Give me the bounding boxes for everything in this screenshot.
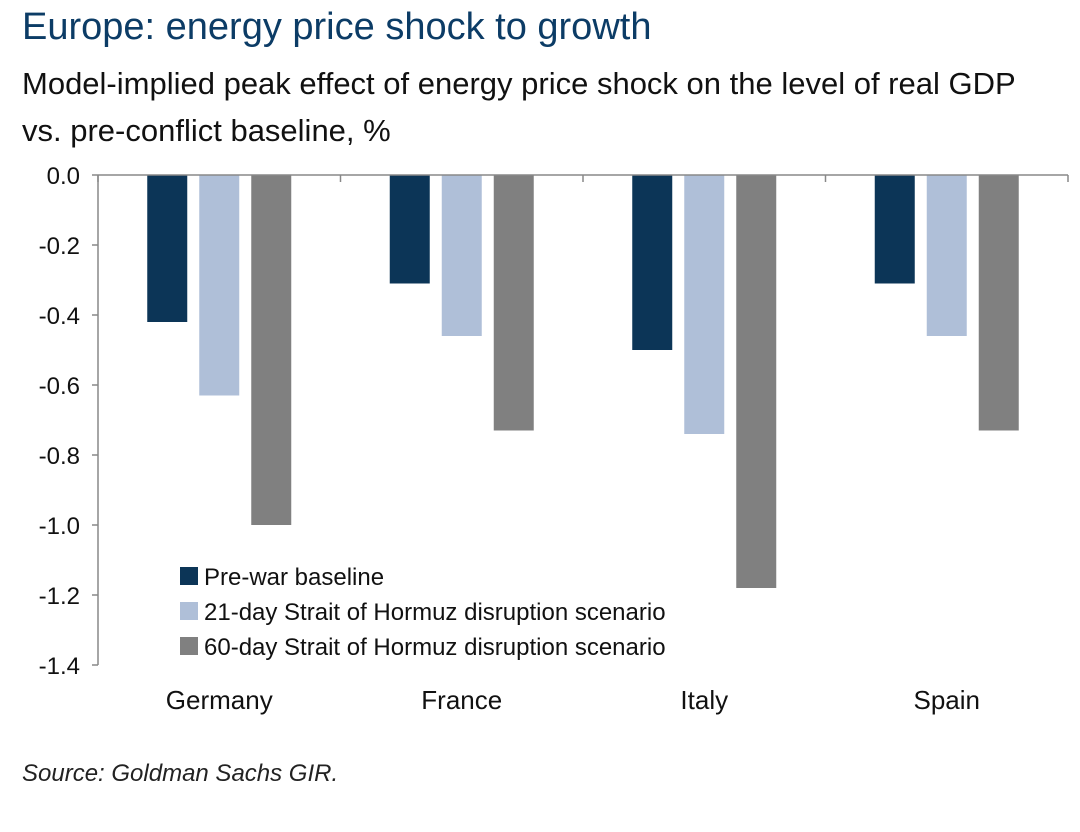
bar-spain-series-2 [926, 175, 967, 336]
y-tick-label: -0.6 [39, 373, 80, 400]
x-axis-labels: Germany France Italy Spain [166, 685, 980, 715]
bar-germany-series-1 [147, 175, 188, 322]
bar-series-group [147, 175, 1019, 588]
x-tick-label: Germany [166, 685, 273, 715]
legend-label: Pre-war baseline [204, 564, 384, 591]
bar-italy-series-1 [632, 175, 673, 350]
bar-france-series-1 [389, 175, 430, 284]
y-axis: 0.0 -0.2 -0.4 -0.6 -0.8 -1.0 -1.2 -1.4 [39, 163, 98, 680]
legend-label: 60-day Strait of Hormuz disruption scena… [204, 634, 666, 661]
legend: Pre-war baseline 21-day Strait of Hormuz … [180, 564, 666, 661]
bar-spain-series-1 [874, 175, 915, 284]
bar-italy-series-3 [736, 175, 777, 588]
y-tick-label: -0.4 [39, 303, 80, 330]
x-tick-label: Spain [914, 685, 981, 715]
bar-germany-series-2 [199, 175, 240, 396]
y-tick-label: -0.2 [39, 233, 80, 260]
bar-france-series-3 [493, 175, 534, 431]
bar-italy-series-2 [684, 175, 725, 434]
source-note: Source: Goldman Sachs GIR. [22, 760, 339, 787]
chart-title: Europe: energy price shock to growth [22, 6, 652, 48]
bar-spain-series-3 [978, 175, 1019, 431]
bar-germany-series-3 [251, 175, 292, 525]
y-tick-label: -1.0 [39, 513, 80, 540]
legend-swatch [180, 637, 198, 655]
chart-subtitle: Model-implied peak effect of energy pric… [22, 66, 1016, 148]
bar-france-series-2 [441, 175, 482, 336]
legend-swatch [180, 567, 198, 585]
legend-swatch [180, 602, 198, 620]
y-tick-label: -0.8 [39, 443, 80, 470]
x-tick-label: France [421, 685, 502, 715]
y-tick-label: 0.0 [47, 163, 80, 190]
y-tick-label: -1.4 [39, 653, 80, 680]
axis-lines [97, 174, 1069, 665]
legend-label: 21-day Strait of Hormuz disruption scena… [204, 599, 666, 626]
y-tick-label: -1.2 [39, 583, 80, 610]
x-tick-label: Italy [680, 685, 728, 715]
